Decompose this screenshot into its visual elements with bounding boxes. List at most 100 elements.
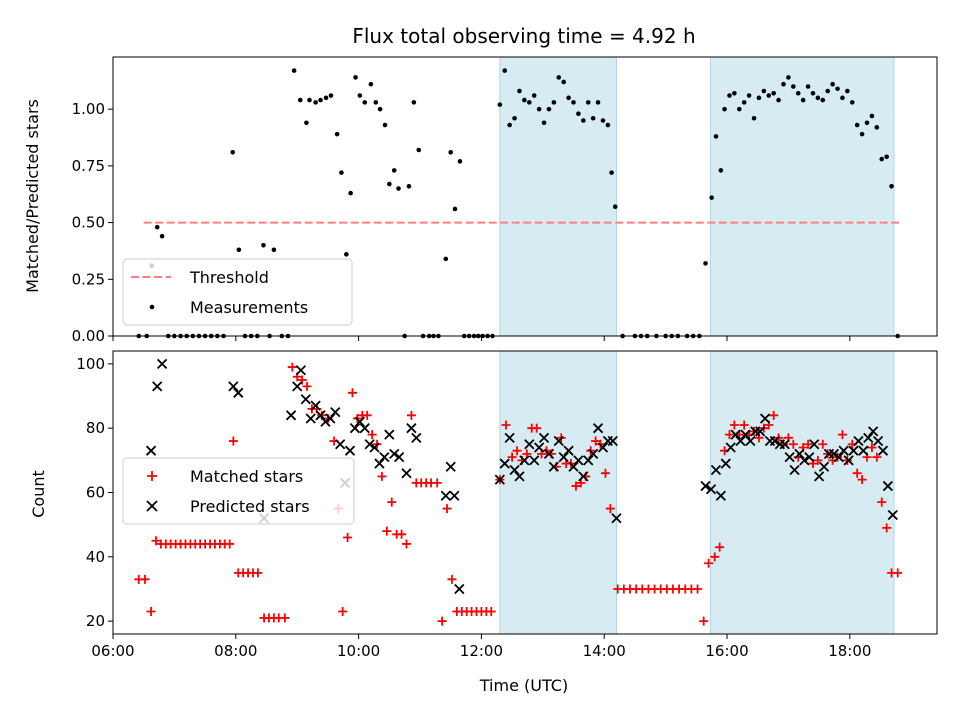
predicted-star-point <box>804 451 815 463</box>
measurement-point <box>884 154 889 160</box>
matched-star-point <box>343 533 353 543</box>
measurement-point <box>786 75 791 80</box>
predicted-star-point <box>769 435 781 447</box>
matched-star-point <box>710 552 720 562</box>
predicted-star-point <box>720 458 731 469</box>
measurement-point <box>387 181 392 187</box>
measurement-point <box>830 81 835 87</box>
measurement-point <box>328 93 334 98</box>
measurement-point <box>756 95 762 101</box>
predicted-star-point <box>568 461 579 472</box>
x-tick-label: 16:00 <box>705 642 748 660</box>
measurement-point <box>297 97 303 103</box>
matched-star-point <box>486 606 496 616</box>
matched-star-point <box>512 446 522 456</box>
matched-star-point <box>253 568 263 578</box>
x-tick-label: 06:00 <box>91 642 134 660</box>
matched-star-point <box>377 471 387 481</box>
matched-star-point <box>532 423 542 433</box>
measurement-point <box>507 122 512 128</box>
predicted-star-point <box>315 410 326 421</box>
legend-matched-swatch <box>147 471 157 481</box>
y-tick-label: 20 <box>86 612 105 630</box>
predicted-star-point <box>611 513 622 524</box>
matched-star-point <box>367 430 377 440</box>
matched-star-point <box>387 497 397 507</box>
measurement-point <box>845 88 850 94</box>
predicted-star-point <box>794 448 805 460</box>
matched-star-point <box>704 558 714 568</box>
predicted-star-point <box>735 435 746 447</box>
measurement-point <box>791 84 796 89</box>
y-tick-label: 0.75 <box>72 157 105 175</box>
measurement-point <box>722 106 727 112</box>
measurement-point <box>334 131 340 137</box>
matched-star-point <box>507 452 517 462</box>
y-tick-label: 0.50 <box>72 214 105 232</box>
predicted-star-point <box>393 451 405 463</box>
predicted-star-point <box>809 439 820 450</box>
measurement-point <box>761 88 767 94</box>
predicted-star-point <box>745 435 756 447</box>
y-tick-label: 80 <box>86 419 105 437</box>
bottom-y-axis-label: Count <box>29 470 48 518</box>
measurement-point <box>512 115 517 121</box>
predicted-star-point <box>740 429 751 440</box>
measurement-point <box>600 118 606 123</box>
measurement-point <box>835 86 840 92</box>
measurement-point <box>377 106 383 112</box>
predicted-star-point <box>369 442 380 453</box>
measurement-point <box>230 149 236 155</box>
predicted-star-point <box>310 400 321 411</box>
predicted-star-point <box>592 423 604 434</box>
predicted-star-point <box>295 365 307 376</box>
measurement-point <box>732 90 737 96</box>
predicted-star-point <box>700 480 711 492</box>
measurement-point <box>362 100 368 105</box>
matched-star-point <box>228 436 238 446</box>
legend-label: Predicted stars <box>190 497 310 516</box>
y-tick-label: 40 <box>86 548 105 566</box>
matched-star-point <box>401 539 411 549</box>
axes-frame <box>112 56 938 337</box>
measurement-point <box>854 122 860 128</box>
measurement-point <box>517 88 522 94</box>
x-tick-label: 18:00 <box>828 642 871 660</box>
predicted-star-point <box>509 464 520 476</box>
shaded-interval-0 <box>499 56 617 337</box>
x-axis-label: Time (UTC) <box>479 676 568 695</box>
matched-star-point <box>803 439 813 449</box>
predicted-star-point <box>843 455 854 466</box>
measurement-point <box>304 120 309 126</box>
predicted-star-point <box>705 484 717 495</box>
predicted-star-point <box>389 448 400 460</box>
matched-star-point <box>699 616 709 626</box>
predicted-star-point <box>335 439 346 450</box>
predicted-star-point <box>848 445 859 456</box>
matched-star-point <box>146 606 156 616</box>
matched-star-point <box>140 574 150 584</box>
predicted-star-point <box>730 429 741 440</box>
predicted-star-point <box>607 435 618 447</box>
predicted-star-point <box>379 451 390 463</box>
measurement-point <box>746 93 752 98</box>
measurement-point <box>448 149 454 155</box>
legend-box <box>122 258 353 326</box>
measurement-point <box>323 95 329 101</box>
measurement-point <box>703 261 708 266</box>
predicted-star-point <box>853 435 864 447</box>
measurement-point <box>864 120 870 126</box>
measurement-point <box>546 106 552 112</box>
predicted-star-point <box>597 442 609 453</box>
x-tick-label: 10:00 <box>337 642 380 660</box>
measurement-point <box>815 95 821 101</box>
predicted-star-point <box>759 413 771 424</box>
measurement-point <box>502 68 508 73</box>
bottom-panel: 06:00 08:00 10:00 12:00 14:00 16:00 18:00 20 40 6… <box>76 350 938 660</box>
predicted-star-point <box>454 583 465 595</box>
matched-star-point <box>877 497 887 507</box>
matched-star-point <box>151 536 161 546</box>
measurement-point <box>869 113 875 119</box>
matched-star-point <box>302 381 312 391</box>
predicted-star-point <box>364 439 375 450</box>
